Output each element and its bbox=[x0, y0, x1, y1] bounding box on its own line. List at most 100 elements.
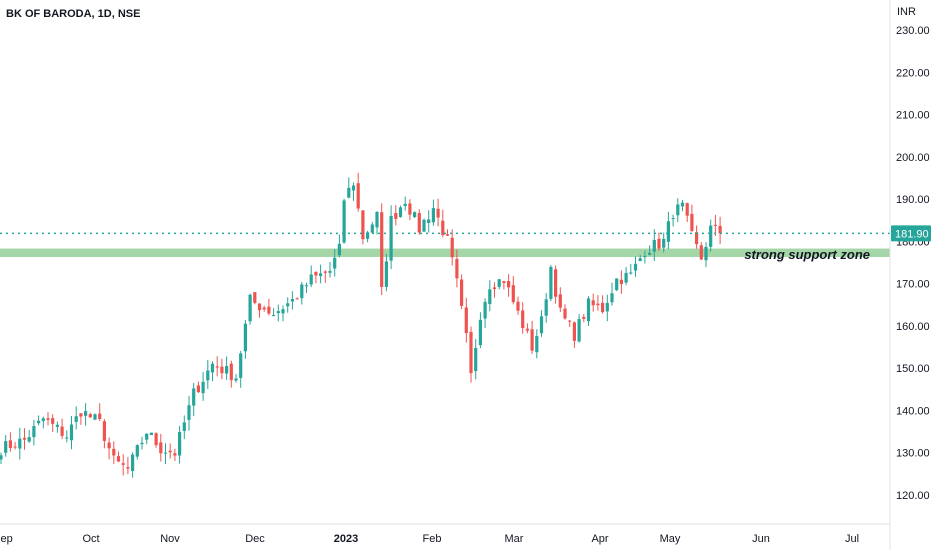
candle bbox=[417, 209, 421, 235]
candle bbox=[281, 305, 285, 322]
y-tick-label: 200.00 bbox=[896, 152, 930, 164]
y-axis-unit: INR bbox=[897, 6, 916, 18]
candle bbox=[300, 282, 304, 305]
candle bbox=[102, 419, 106, 449]
candle bbox=[403, 196, 407, 211]
candle bbox=[582, 313, 586, 323]
candle bbox=[478, 312, 482, 349]
candle bbox=[243, 319, 247, 359]
candle bbox=[474, 339, 478, 380]
candle bbox=[286, 297, 290, 313]
candle bbox=[163, 443, 168, 465]
candle bbox=[116, 451, 121, 463]
candle bbox=[149, 432, 153, 436]
candle bbox=[568, 320, 572, 327]
candle bbox=[37, 415, 41, 426]
candle bbox=[507, 274, 511, 297]
candle bbox=[535, 329, 539, 359]
candle bbox=[657, 232, 661, 251]
candle bbox=[554, 265, 558, 304]
candle bbox=[380, 203, 384, 295]
candle bbox=[173, 448, 177, 461]
candle bbox=[98, 403, 102, 422]
support-zone-layer bbox=[0, 248, 890, 258]
candle bbox=[441, 209, 445, 238]
candle bbox=[356, 172, 360, 212]
candle bbox=[464, 297, 468, 343]
candle bbox=[671, 214, 675, 227]
candle bbox=[676, 198, 680, 223]
candle bbox=[413, 211, 417, 218]
candle bbox=[563, 304, 567, 320]
candle bbox=[93, 413, 97, 420]
candle bbox=[483, 298, 487, 329]
y-tick-label: 120.00 bbox=[896, 490, 930, 502]
candle bbox=[32, 419, 36, 446]
candle bbox=[201, 372, 205, 401]
candle bbox=[229, 360, 233, 388]
candle bbox=[225, 356, 229, 380]
candle bbox=[666, 211, 670, 250]
candle bbox=[131, 452, 135, 478]
candle bbox=[74, 406, 78, 430]
candle bbox=[239, 350, 243, 388]
candle bbox=[22, 428, 27, 450]
candle bbox=[601, 295, 605, 314]
candle bbox=[361, 210, 365, 245]
candle bbox=[521, 302, 525, 334]
candle bbox=[549, 265, 553, 302]
y-tick-label: 210.00 bbox=[896, 110, 930, 122]
candle bbox=[544, 293, 548, 323]
candle bbox=[445, 229, 450, 237]
candle bbox=[596, 295, 600, 311]
x-tick-label: Dec bbox=[245, 533, 265, 545]
candle bbox=[215, 356, 219, 377]
candle bbox=[27, 429, 31, 443]
candle bbox=[347, 177, 351, 199]
x-tick-label: Mar bbox=[505, 533, 524, 545]
candle bbox=[262, 305, 266, 312]
candle bbox=[488, 280, 492, 312]
candle bbox=[168, 443, 172, 459]
candle bbox=[690, 204, 694, 232]
candle bbox=[530, 320, 534, 354]
support-zone-label: strong support zone bbox=[744, 247, 870, 262]
candle bbox=[539, 310, 544, 337]
candle bbox=[55, 421, 59, 433]
x-tick-label: Sep bbox=[0, 533, 13, 545]
candle bbox=[88, 412, 92, 419]
x-tick-label: Nov bbox=[160, 533, 180, 545]
candle bbox=[196, 381, 200, 393]
candle bbox=[718, 216, 722, 245]
candle bbox=[431, 199, 435, 226]
candle bbox=[126, 456, 130, 475]
last-price-badge: 181.90 bbox=[891, 225, 931, 242]
candle bbox=[680, 199, 685, 212]
candle bbox=[69, 416, 74, 450]
candle bbox=[4, 434, 8, 457]
candle bbox=[267, 298, 271, 316]
last-price-badge-label: 181.90 bbox=[895, 228, 929, 240]
candle bbox=[121, 454, 125, 476]
x-tick-label: Jun bbox=[752, 533, 770, 545]
x-tick-label: May bbox=[660, 533, 681, 545]
candle bbox=[178, 425, 182, 464]
candle bbox=[638, 254, 642, 262]
support-zone-band bbox=[0, 248, 890, 258]
candle bbox=[234, 374, 238, 383]
candle bbox=[333, 249, 337, 277]
candle bbox=[460, 274, 464, 310]
candle bbox=[586, 296, 591, 327]
candle bbox=[51, 414, 55, 433]
candle bbox=[192, 383, 196, 417]
candle bbox=[455, 249, 459, 288]
candle bbox=[394, 205, 398, 226]
candle bbox=[662, 232, 666, 253]
candle bbox=[18, 427, 22, 460]
candle bbox=[516, 296, 520, 315]
candle bbox=[384, 253, 388, 292]
x-tick-label: Feb bbox=[423, 533, 442, 545]
candle bbox=[145, 432, 149, 445]
